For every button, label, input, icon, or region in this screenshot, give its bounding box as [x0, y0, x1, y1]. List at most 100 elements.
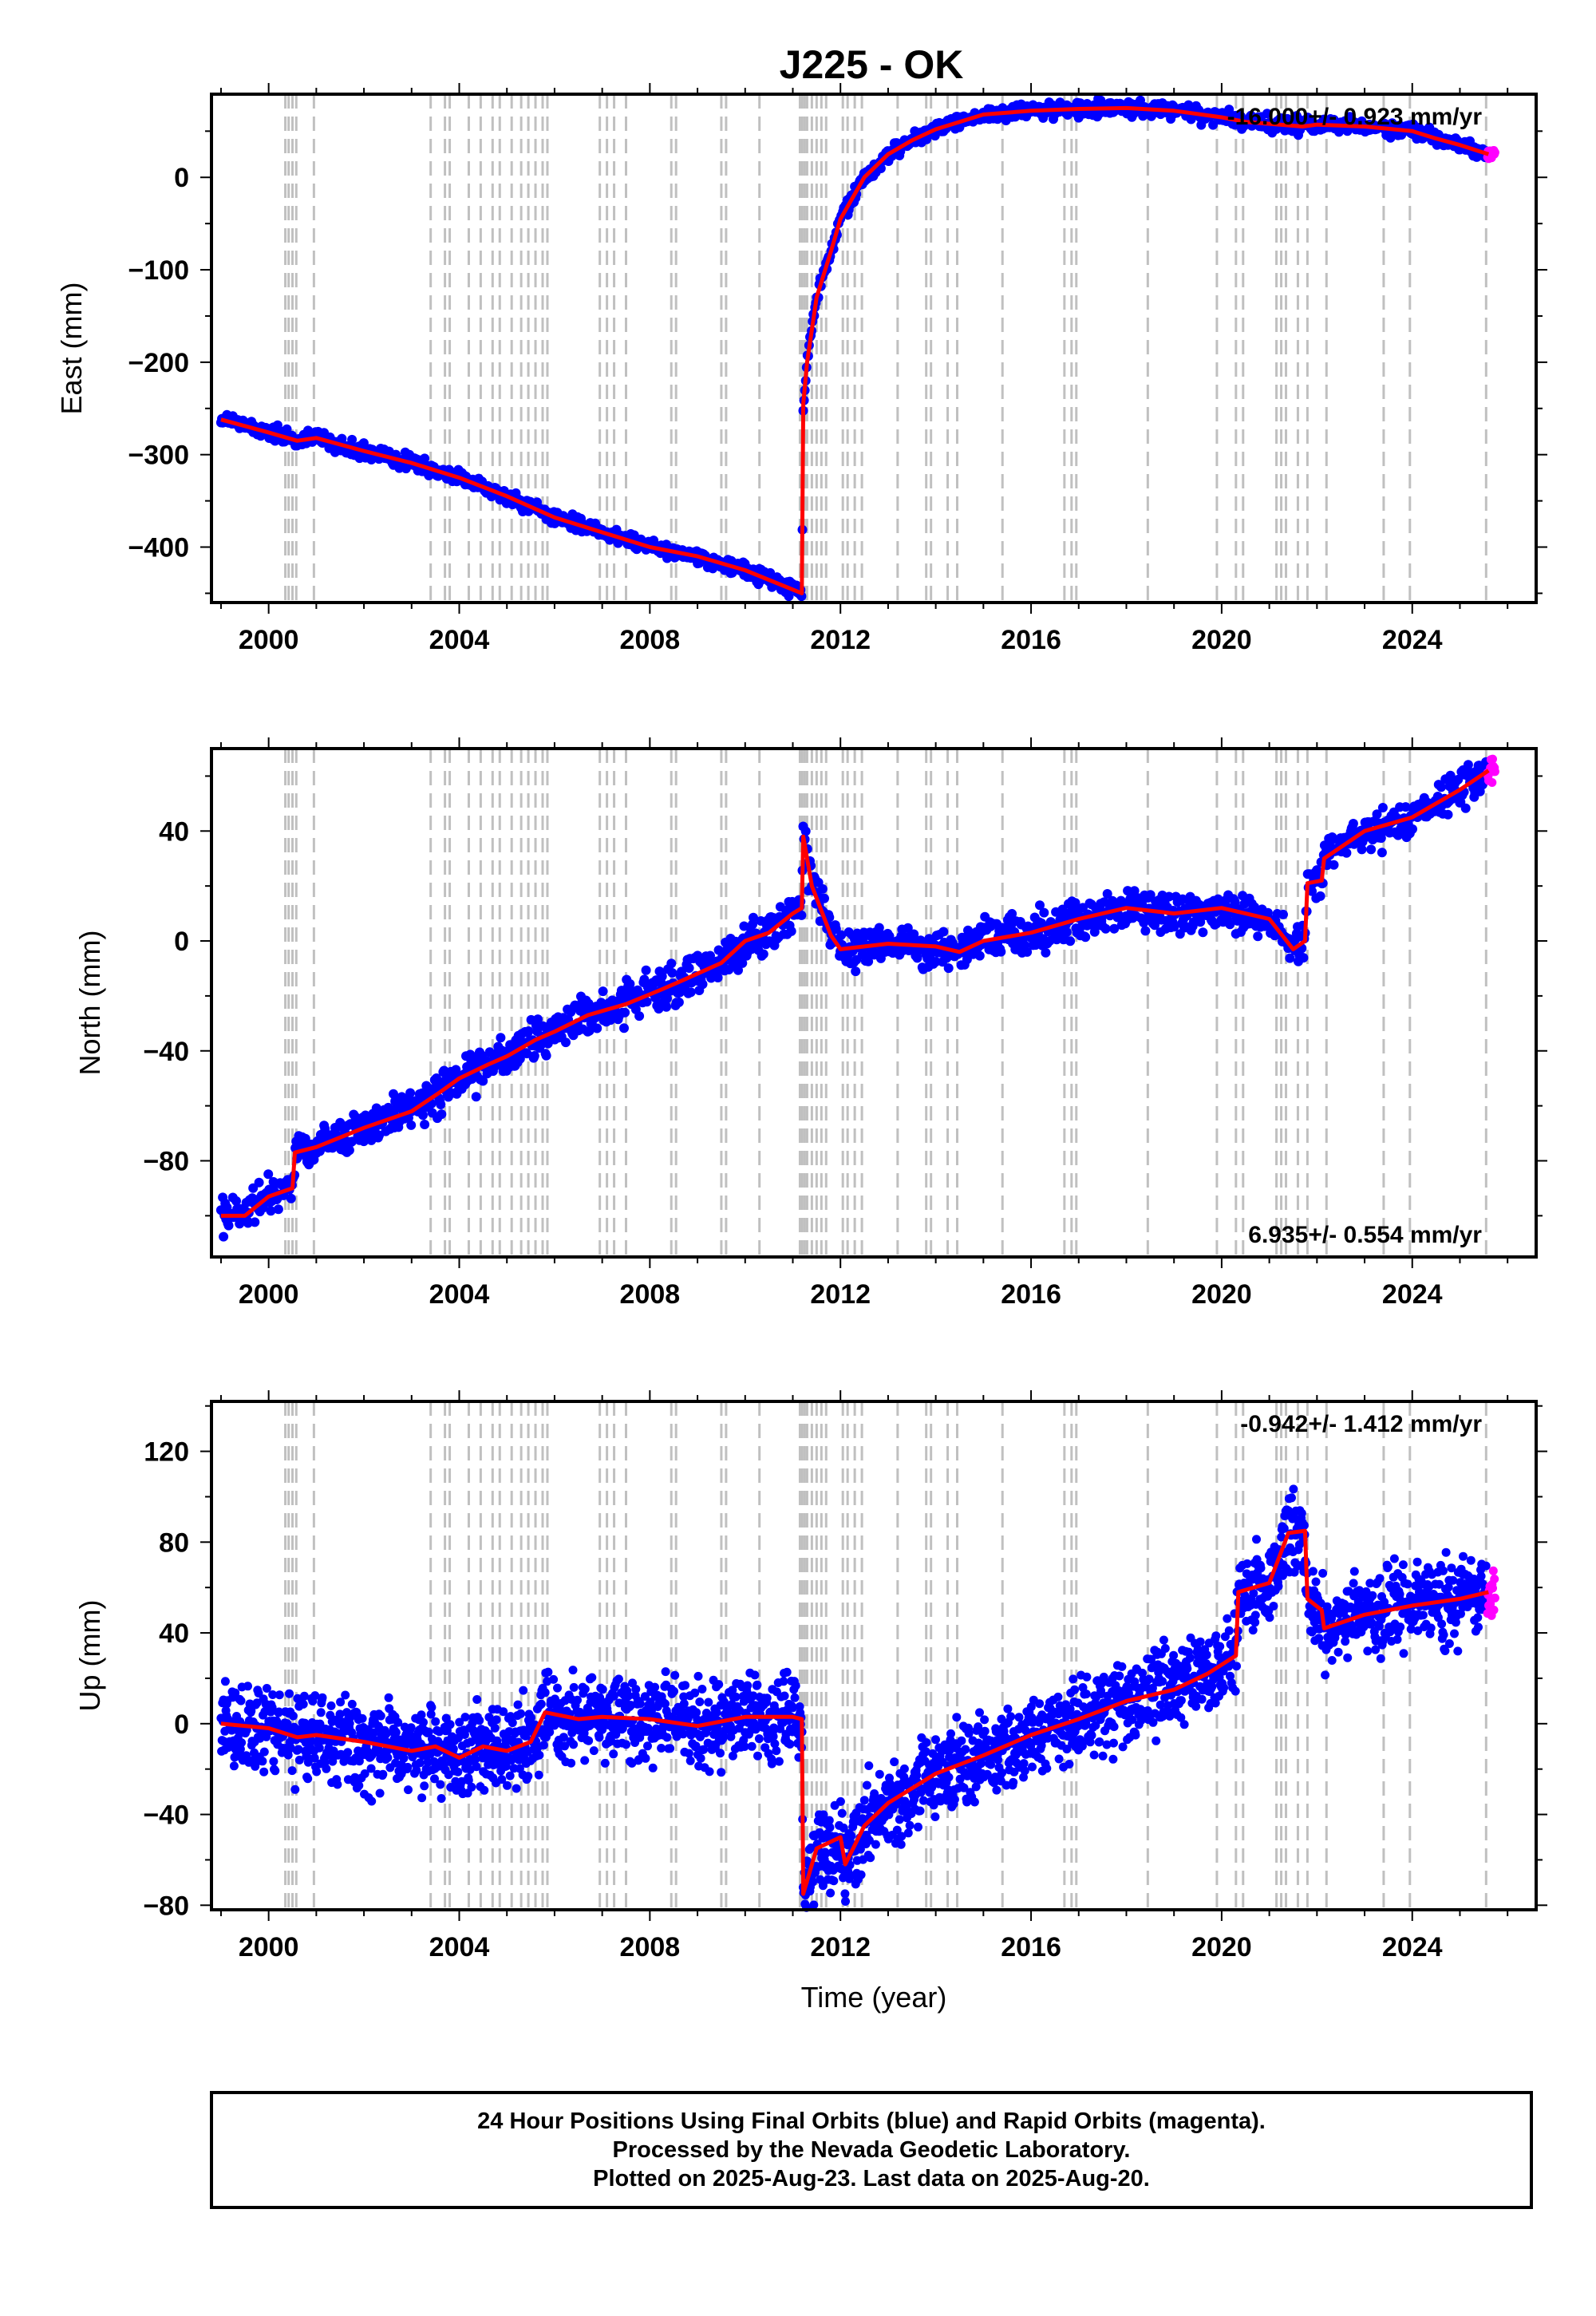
- y-tick-label: −200: [128, 348, 189, 378]
- x-tick-label: 2000: [239, 625, 299, 655]
- observation-point: [980, 1715, 990, 1725]
- observation-point: [856, 1870, 866, 1879]
- observation-point: [512, 1784, 521, 1793]
- x-tick-label: 2024: [1382, 1279, 1443, 1310]
- observation-point: [674, 997, 684, 1007]
- observation-point: [598, 986, 608, 997]
- x-tick-label: 2008: [620, 1279, 681, 1310]
- observation-point: [286, 1193, 296, 1203]
- observation-point: [399, 1753, 409, 1763]
- observation-point: [791, 1681, 800, 1690]
- observation-point: [643, 1741, 652, 1751]
- observation-point: [685, 987, 696, 998]
- observation-point: [431, 1717, 440, 1726]
- rate-label: -16.000+/- 0.923 mm/yr: [1227, 104, 1483, 130]
- observation-point: [271, 1766, 280, 1776]
- observation-point: [975, 1708, 984, 1717]
- observation-point: [952, 1713, 962, 1722]
- observation-point: [403, 1762, 413, 1772]
- observation-point: [785, 1740, 795, 1749]
- observation-point: [258, 1757, 267, 1766]
- observation-point: [419, 1717, 428, 1727]
- observation-point: [417, 1793, 427, 1803]
- observation-point: [1348, 819, 1358, 828]
- observation-point: [1298, 953, 1309, 963]
- observation-point: [809, 1900, 819, 1910]
- observation-point: [471, 1755, 480, 1764]
- observation-point: [695, 1697, 705, 1706]
- observation-point: [412, 1765, 421, 1775]
- observation-point: [717, 1768, 726, 1777]
- observation-point: [404, 1785, 413, 1795]
- panel-east: 2000 2004 2008 2012 2016 2020 2024−400−300−200…: [55, 83, 1547, 655]
- observation-point: [492, 1715, 501, 1725]
- observation-point: [1366, 844, 1377, 855]
- observation-point: [1039, 907, 1049, 918]
- observation-point: [716, 1749, 725, 1758]
- observation-point: [539, 1741, 548, 1750]
- observation-point: [236, 1696, 246, 1705]
- y-tick-label: −100: [128, 255, 189, 286]
- observation-point: [344, 1145, 354, 1156]
- observation-point: [747, 1741, 757, 1751]
- observation-point: [314, 1743, 324, 1753]
- observation-point: [1041, 947, 1051, 958]
- observation-point: [875, 1769, 884, 1779]
- observation-point: [931, 1735, 940, 1745]
- observation-point: [437, 1109, 447, 1120]
- observation-point: [1315, 891, 1325, 901]
- observation-point: [580, 1756, 590, 1765]
- observation-point: [250, 1217, 260, 1227]
- observation-point: [303, 1774, 313, 1784]
- panel-north: 2000 2004 2008 2012 2016 2020 2024−80−40040Nor…: [73, 737, 1547, 1310]
- observation-point: [619, 1023, 629, 1034]
- observation-point: [503, 1780, 512, 1790]
- observation-point: [817, 883, 828, 894]
- observation-point: [523, 1026, 534, 1036]
- observation-point: [318, 1693, 327, 1702]
- observation-point: [895, 1815, 904, 1824]
- observation-point: [957, 1736, 966, 1745]
- observation-point: [754, 1734, 764, 1744]
- observation-point: [1253, 931, 1263, 942]
- observation-point: [287, 1766, 297, 1776]
- observation-point: [912, 953, 922, 963]
- x-tick-label: 2000: [239, 1279, 299, 1310]
- observations-final-orbits: [215, 757, 1491, 1242]
- observation-point: [631, 1685, 641, 1694]
- x-tick-label: 2024: [1382, 625, 1443, 655]
- observation-point: [780, 1691, 789, 1701]
- observation-point: [903, 1828, 913, 1838]
- observation-point: [859, 1796, 869, 1805]
- observation-point: [453, 1767, 463, 1777]
- observation-point: [243, 1682, 252, 1691]
- observation-point: [662, 1002, 671, 1012]
- observation-point: [427, 1702, 437, 1712]
- observation-point: [417, 1710, 426, 1720]
- observation-point: [508, 1718, 517, 1728]
- observation-point: [670, 1670, 680, 1680]
- observation-point: [418, 1110, 428, 1120]
- observation-point: [505, 1771, 515, 1780]
- observation-point: [974, 951, 985, 961]
- x-tick-label: 2004: [429, 1279, 490, 1310]
- observation-point: [383, 1753, 393, 1762]
- observation-point: [666, 958, 677, 969]
- observation-point: [635, 1699, 645, 1709]
- observation-point: [584, 1736, 594, 1745]
- observation-point: [826, 1888, 836, 1898]
- y-tick-label: −300: [128, 441, 189, 471]
- observation-point: [713, 973, 723, 982]
- observation-point: [786, 926, 796, 936]
- observation-point: [634, 1011, 645, 1022]
- observation-point: [358, 1713, 367, 1723]
- observation-point: [696, 1753, 705, 1763]
- event-lines: [284, 749, 1487, 1257]
- observation-point: [914, 1822, 922, 1832]
- observation-point: [662, 1733, 672, 1742]
- observation-point: [420, 1120, 430, 1129]
- observation-point: [569, 1682, 579, 1692]
- observation-point: [681, 1681, 689, 1690]
- observation-point: [290, 1784, 300, 1794]
